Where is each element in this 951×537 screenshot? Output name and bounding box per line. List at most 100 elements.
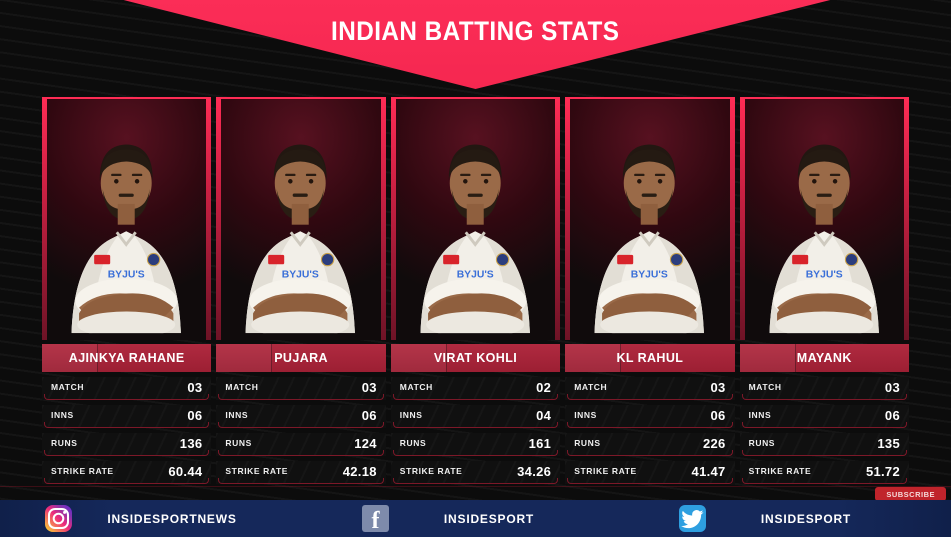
player-card: AJINKYA RAHANE MATCH 03 INNS 06 RUNS 136…	[42, 97, 212, 484]
stat-value: 136	[179, 435, 203, 451]
stat-row-match: MATCH 03	[740, 377, 909, 400]
row-underline	[218, 450, 384, 456]
player-name: AJINKYA RAHANE	[68, 351, 185, 365]
stat-row-runs: RUNS 135	[740, 433, 909, 456]
instagram-icon	[45, 505, 72, 532]
stat-value: 161	[528, 435, 552, 451]
player-photo	[47, 99, 207, 340]
twitter-handle: INSIDESPORT	[760, 511, 852, 526]
player-card: KL RAHUL MATCH 03 INNS 06 RUNS 226 STRIK…	[565, 97, 735, 484]
row-underline	[741, 394, 907, 400]
stat-label: STRIKE RATE	[748, 466, 812, 476]
player-name: KL RAHUL	[616, 351, 684, 365]
stat-row-match: MATCH 03	[42, 377, 211, 400]
player-photo	[395, 99, 556, 340]
instagram-handle: INSIDESPORTNEWS	[107, 511, 237, 526]
stat-row-inns: INNS 06	[565, 405, 734, 428]
footer-twitter-link[interactable]: INSIDESPORT	[634, 500, 951, 537]
row-underline	[741, 422, 907, 428]
stat-row-strike-rate: STRIKE RATE 41.47	[565, 461, 734, 484]
player-photo	[570, 99, 730, 340]
player-name-banner: PUJARA	[216, 344, 386, 372]
stat-label: INNS	[574, 410, 597, 420]
stat-value: 51.72	[865, 463, 900, 479]
row-underline	[44, 450, 210, 456]
stat-row-runs: RUNS 161	[391, 433, 560, 456]
row-underline	[218, 394, 384, 400]
stat-label: INNS	[51, 410, 74, 420]
stat-value: 34.26	[517, 463, 552, 479]
stat-value: 03	[710, 379, 726, 395]
stat-value: 03	[187, 379, 203, 395]
player-photo	[221, 99, 381, 340]
stat-row-match: MATCH 02	[391, 377, 560, 400]
player-name: VIRAT KOHLI	[433, 351, 518, 365]
player-card: VIRAT KOHLI MATCH 02 INNS 04 RUNS 161 ST…	[390, 97, 561, 484]
row-underline	[567, 450, 733, 456]
stat-label: MATCH	[399, 382, 433, 392]
row-underline	[392, 450, 559, 456]
photo-frame	[739, 97, 909, 340]
player-name: PUJARA	[274, 351, 328, 365]
row-underline	[392, 478, 559, 484]
stat-row-strike-rate: STRIKE RATE 51.72	[740, 461, 909, 484]
stat-row-strike-rate: STRIKE RATE 34.26	[391, 461, 560, 484]
stat-label: STRIKE RATE	[51, 466, 114, 476]
stat-label: RUNS	[225, 438, 252, 448]
row-underline	[44, 422, 210, 428]
stat-value: 226	[703, 435, 726, 451]
photo-frame	[216, 97, 386, 340]
facebook-icon: f	[362, 505, 389, 532]
stat-value: 06	[361, 407, 377, 423]
player-name-banner: AJINKYA RAHANE	[42, 344, 212, 372]
stat-row-inns: INNS 04	[391, 405, 560, 428]
stat-label: RUNS	[748, 438, 776, 448]
stat-row-match: MATCH 03	[216, 377, 385, 400]
stat-row-match: MATCH 03	[565, 377, 734, 400]
stat-value: 03	[884, 379, 900, 395]
stat-value: 02	[536, 379, 552, 395]
twitter-icon	[679, 505, 706, 532]
header: INDIAN BATTING STATS	[0, 0, 951, 92]
player-name-banner: KL RAHUL	[565, 344, 735, 372]
row-underline	[218, 478, 384, 484]
stat-value: 41.47	[691, 463, 726, 479]
stat-label: MATCH	[225, 382, 259, 392]
stat-label: RUNS	[399, 438, 427, 448]
stat-row-inns: INNS 06	[216, 405, 385, 428]
row-underline	[567, 478, 733, 484]
stat-value: 06	[884, 407, 900, 423]
stat-row-runs: RUNS 124	[216, 433, 385, 456]
stat-row-runs: RUNS 226	[565, 433, 734, 456]
photo-frame	[565, 97, 735, 340]
row-underline	[392, 422, 559, 428]
player-name-banner: VIRAT KOHLI	[390, 344, 561, 372]
player-cards: AJINKYA RAHANE MATCH 03 INNS 06 RUNS 136…	[42, 97, 909, 484]
stat-row-inns: INNS 06	[740, 405, 909, 428]
row-underline	[218, 422, 384, 428]
stat-label: MATCH	[51, 382, 85, 392]
stat-label: STRIKE RATE	[225, 466, 289, 476]
stat-label: INNS	[225, 410, 249, 420]
player-name: MAYANK	[796, 351, 852, 365]
row-underline	[44, 394, 210, 400]
footer-social-bar: INSIDESPORTNEWS f INSIDESPORT INSIDESPOR…	[0, 500, 951, 537]
stat-value: 124	[354, 435, 377, 451]
photo-frame	[390, 97, 561, 340]
stat-row-strike-rate: STRIKE RATE 60.44	[42, 461, 211, 484]
stat-label: MATCH	[748, 382, 782, 392]
stat-value: 42.18	[342, 463, 377, 479]
footer-facebook-link[interactable]: f INSIDESPORT	[317, 500, 634, 537]
subscribe-button[interactable]: SUBSCRIBE	[875, 487, 946, 501]
stat-row-inns: INNS 06	[42, 405, 211, 428]
stat-label: RUNS	[574, 438, 601, 448]
footer-instagram-link[interactable]: INSIDESPORTNEWS	[0, 500, 317, 537]
player-card: PUJARA MATCH 03 INNS 06 RUNS 124 STRIKE …	[216, 97, 386, 484]
bottom-accent-line	[0, 486, 951, 487]
player-photo	[744, 99, 904, 340]
stat-value: 60.44	[168, 463, 203, 479]
stat-row-runs: RUNS 136	[42, 433, 211, 456]
stat-value: 03	[361, 379, 377, 395]
row-underline	[44, 478, 210, 484]
row-underline	[567, 394, 733, 400]
